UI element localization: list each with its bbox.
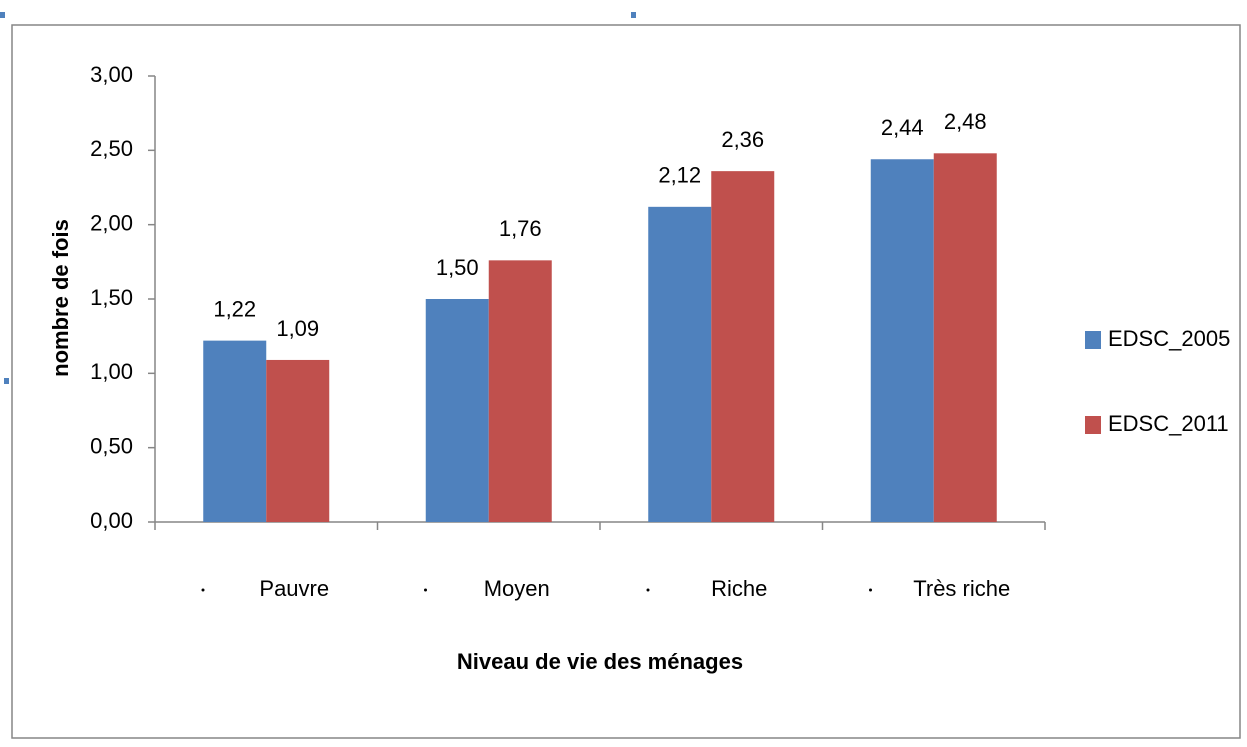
bar <box>425 299 489 522</box>
bar <box>648 206 712 522</box>
bar <box>266 359 330 522</box>
decoration-dot <box>869 588 872 592</box>
data-label: 1,22 <box>213 296 256 321</box>
data-label: 2,36 <box>721 127 764 152</box>
x-tick-label: Riche <box>711 576 767 601</box>
legend-label: EDSC_2011 <box>1108 411 1229 436</box>
decoration-dot <box>646 588 650 592</box>
decoration-dot <box>424 588 427 592</box>
decoration-dot <box>201 588 205 592</box>
legend-label: EDSC_2005 <box>1108 326 1230 351</box>
data-label: 1,50 <box>436 255 479 280</box>
y-tick-label: 2,00 <box>90 210 133 235</box>
y-tick-label: 1,00 <box>90 359 133 384</box>
y-tick-label: 3,00 <box>90 62 133 87</box>
data-label: 2,44 <box>881 115 924 140</box>
data-label: 1,09 <box>276 316 319 341</box>
data-label: 2,12 <box>658 163 701 188</box>
bar <box>203 340 267 522</box>
bar <box>711 171 775 522</box>
bar <box>933 153 997 522</box>
y-tick-label: 2,50 <box>90 136 133 161</box>
x-tick-label: Pauvre <box>259 576 329 601</box>
legend-swatch <box>1085 331 1101 349</box>
y-tick-label: 0,50 <box>90 433 133 458</box>
bar <box>488 260 552 522</box>
data-label: 1,76 <box>499 216 542 241</box>
x-tick-label: Moyen <box>484 576 550 601</box>
y-tick-label: 1,50 <box>90 285 133 310</box>
chart-frame <box>11 24 1241 739</box>
bar <box>870 159 934 522</box>
decoration <box>4 378 9 384</box>
decoration <box>0 12 5 18</box>
x-tick-label: Très riche <box>913 576 1010 601</box>
y-axis-label: nombre de fois <box>48 219 73 377</box>
x-axis-label: Niveau de vie des ménages <box>457 649 743 674</box>
decoration <box>631 12 636 18</box>
y-tick-label: 0,00 <box>90 508 133 533</box>
data-label: 2,48 <box>944 109 987 134</box>
legend-swatch <box>1085 416 1101 434</box>
